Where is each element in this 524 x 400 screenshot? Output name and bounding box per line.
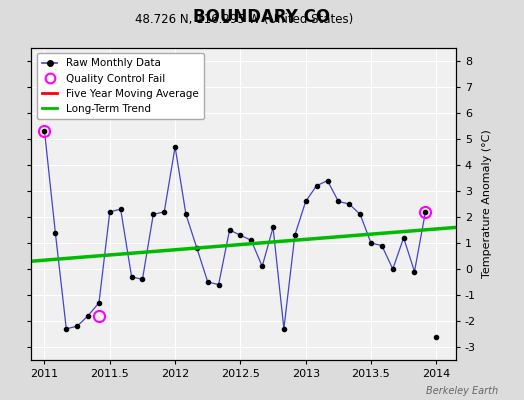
Text: BOUNDARY CO: BOUNDARY CO	[193, 8, 331, 26]
Y-axis label: Temperature Anomaly (°C): Temperature Anomaly (°C)	[482, 130, 492, 278]
Legend: Raw Monthly Data, Quality Control Fail, Five Year Moving Average, Long-Term Tren: Raw Monthly Data, Quality Control Fail, …	[37, 53, 204, 119]
Title: 48.726 N, 116.295 W (United States): 48.726 N, 116.295 W (United States)	[135, 13, 353, 26]
Text: Berkeley Earth: Berkeley Earth	[425, 386, 498, 396]
